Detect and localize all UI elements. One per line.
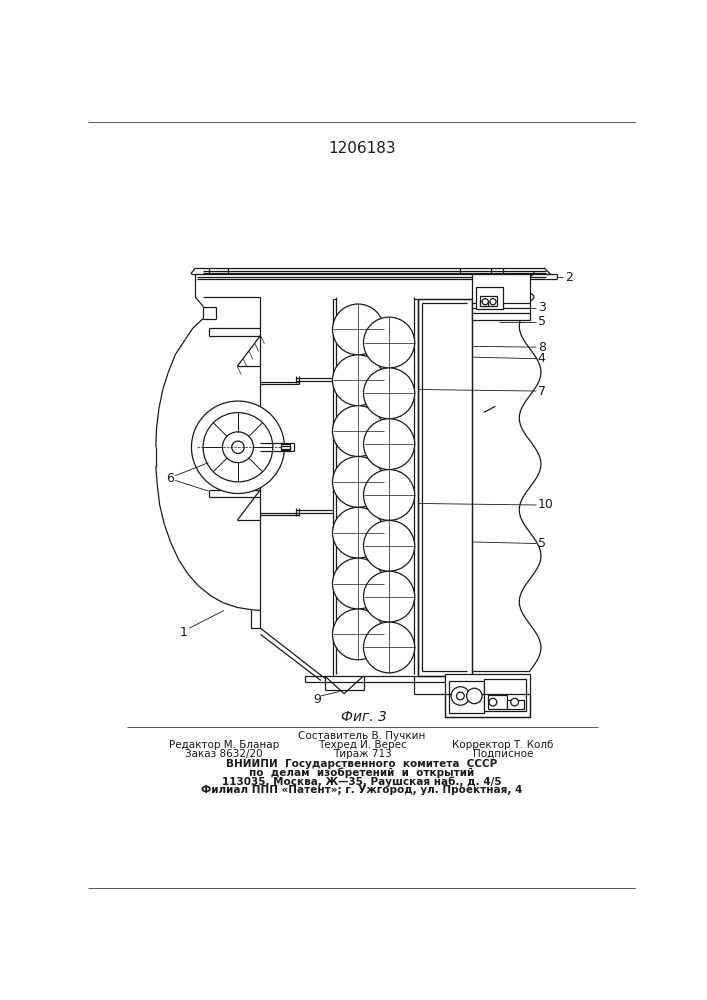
Circle shape bbox=[232, 441, 244, 453]
Text: Редактор М. Бланар: Редактор М. Бланар bbox=[169, 740, 279, 750]
Text: 8: 8 bbox=[538, 341, 546, 354]
Circle shape bbox=[490, 299, 496, 305]
Text: 5: 5 bbox=[538, 315, 546, 328]
Text: Составитель В. Пучкин: Составитель В. Пучкин bbox=[298, 731, 426, 741]
Bar bbox=[445, 674, 530, 717]
Circle shape bbox=[457, 692, 464, 700]
Circle shape bbox=[363, 622, 414, 673]
Text: Тираж 713: Тираж 713 bbox=[332, 749, 392, 759]
Circle shape bbox=[223, 432, 253, 463]
Bar bbox=[476, 287, 503, 309]
Text: ВНИИПИ  Государственного  комитета  СССР: ВНИИПИ Государственного комитета СССР bbox=[226, 759, 498, 769]
Text: по  делам  изобретений  и  открытий: по делам изобретений и открытий bbox=[250, 768, 474, 778]
Circle shape bbox=[363, 317, 414, 368]
Text: Корректор Т. Колб: Корректор Т. Колб bbox=[452, 740, 554, 750]
Circle shape bbox=[192, 401, 284, 493]
Bar bbox=[480, 296, 497, 306]
Circle shape bbox=[510, 698, 518, 706]
Bar bbox=[472, 274, 530, 320]
Text: 6: 6 bbox=[165, 472, 174, 485]
Bar bbox=[488, 695, 507, 709]
Text: 113035, Москва, Ж—35, Раушская наб., д. 4/5: 113035, Москва, Ж—35, Раушская наб., д. … bbox=[222, 776, 502, 787]
Circle shape bbox=[332, 406, 384, 456]
Circle shape bbox=[332, 304, 384, 355]
Text: Фиг. 3: Фиг. 3 bbox=[341, 710, 387, 724]
Circle shape bbox=[332, 507, 384, 558]
Text: Техред И. Верес: Техред И. Верес bbox=[317, 740, 407, 750]
Bar bbox=[418, 299, 472, 676]
Text: 10: 10 bbox=[538, 498, 554, 512]
Circle shape bbox=[332, 456, 384, 507]
Text: 3: 3 bbox=[538, 301, 546, 314]
Circle shape bbox=[332, 558, 384, 609]
Circle shape bbox=[489, 698, 497, 706]
Text: 7: 7 bbox=[538, 385, 546, 398]
Bar bbox=[480, 301, 488, 306]
Circle shape bbox=[451, 687, 469, 705]
Circle shape bbox=[467, 688, 482, 704]
Bar bbox=[281, 446, 290, 449]
Circle shape bbox=[482, 299, 489, 305]
Bar bbox=[484, 679, 526, 711]
Bar bbox=[507, 700, 524, 709]
Circle shape bbox=[203, 413, 273, 482]
Text: Филиал ППП «Патент»; г. Ужгород, ул. Проектная, 4: Филиал ППП «Патент»; г. Ужгород, ул. Про… bbox=[201, 785, 522, 795]
Circle shape bbox=[332, 355, 384, 406]
Circle shape bbox=[332, 609, 384, 660]
Circle shape bbox=[363, 419, 414, 470]
Text: 1: 1 bbox=[180, 626, 187, 639]
Text: Подписное: Подписное bbox=[473, 749, 533, 759]
Circle shape bbox=[363, 470, 414, 520]
Circle shape bbox=[363, 571, 414, 622]
Circle shape bbox=[363, 520, 414, 571]
Bar bbox=[281, 444, 290, 450]
Text: 2: 2 bbox=[565, 271, 573, 284]
Text: 1206183: 1206183 bbox=[328, 141, 396, 156]
Text: 5: 5 bbox=[538, 537, 546, 550]
Text: 4: 4 bbox=[538, 352, 546, 365]
Text: Заказ 8632/20: Заказ 8632/20 bbox=[185, 749, 263, 759]
Circle shape bbox=[363, 368, 414, 419]
Text: 9: 9 bbox=[313, 693, 321, 706]
Bar bbox=[449, 681, 484, 713]
